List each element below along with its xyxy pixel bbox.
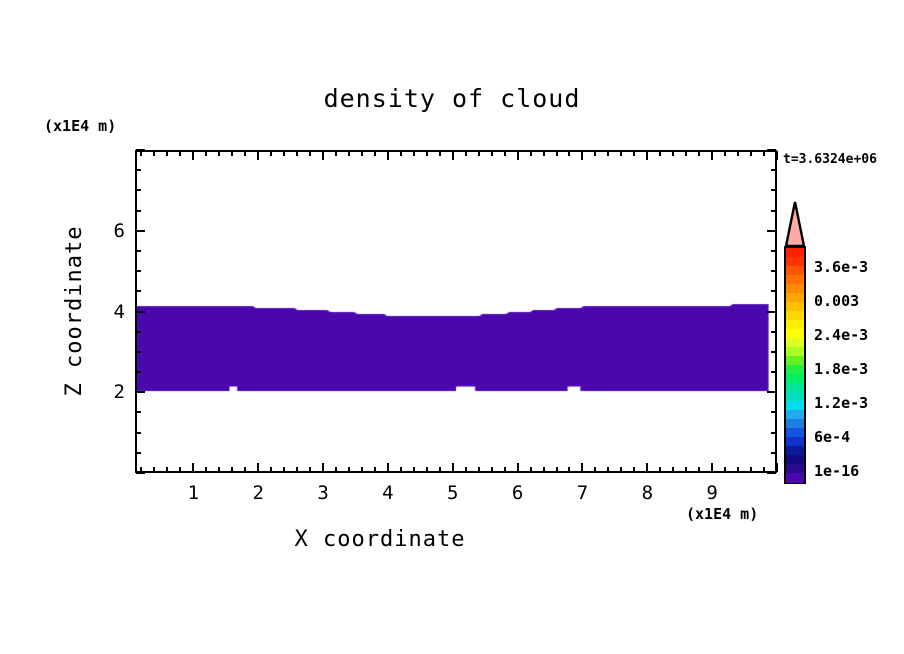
colorbar-band bbox=[786, 365, 804, 375]
colorbar-band bbox=[786, 311, 804, 321]
colorbar-band bbox=[786, 392, 804, 402]
colorbar-band bbox=[786, 383, 804, 393]
colorbar-band bbox=[786, 464, 804, 474]
time-stamp-annotation: t=3.6324e+06 bbox=[783, 152, 877, 167]
colorbar-band bbox=[786, 284, 804, 294]
colorbar-tick-label: 6e-4 bbox=[814, 428, 851, 447]
x-axis-units-label: (x1E4 m) bbox=[686, 505, 759, 523]
x-tick-label: 4 bbox=[382, 482, 394, 504]
colorbar[interactable] bbox=[784, 246, 806, 484]
colorbar-band bbox=[786, 275, 804, 285]
page-title: density of cloud bbox=[323, 84, 581, 113]
colorbar-band bbox=[786, 446, 804, 456]
colorbar-band bbox=[786, 401, 804, 411]
colorbar-band bbox=[786, 437, 804, 447]
colorbar-band bbox=[786, 356, 804, 366]
colorbar-band bbox=[786, 473, 804, 483]
x-tick-label: 3 bbox=[317, 482, 329, 504]
colorbar-band bbox=[786, 320, 804, 330]
colorbar-band bbox=[786, 248, 804, 258]
colorbar-tick-label: 1.2e-3 bbox=[814, 394, 869, 413]
colorbar-band bbox=[786, 419, 804, 429]
colorbar-band bbox=[786, 455, 804, 465]
colorbar-band bbox=[786, 257, 804, 267]
colorbar-tick-label: 2.4e-3 bbox=[814, 326, 869, 345]
y-tick-label: 2 bbox=[113, 381, 125, 404]
colorbar-tick-label: 3.6e-3 bbox=[814, 258, 869, 277]
colorbar-band bbox=[786, 374, 804, 384]
colorbar-tick-label: 1.8e-3 bbox=[814, 360, 869, 379]
colorbar-overflow-arrow-icon bbox=[784, 201, 806, 248]
x-tick-label: 7 bbox=[576, 482, 589, 504]
colorbar-band bbox=[786, 410, 804, 420]
colorbar-tick-label: 1e-16 bbox=[814, 462, 860, 481]
colorbar-band bbox=[786, 347, 804, 357]
y-tick-label: 4 bbox=[113, 300, 125, 323]
colorbar-tick-label: 0.003 bbox=[814, 292, 860, 311]
x-tick-label: 2 bbox=[252, 482, 264, 504]
colorbar-band bbox=[786, 302, 804, 312]
colorbar-band bbox=[786, 293, 804, 303]
x-tick-label: 1 bbox=[187, 482, 200, 504]
colorbar-band bbox=[786, 338, 804, 348]
y-axis-title: Z coordinate bbox=[62, 225, 87, 397]
colorbar-band bbox=[786, 266, 804, 276]
cloud-density-field bbox=[137, 152, 775, 471]
x-tick-label: 8 bbox=[641, 482, 654, 504]
plot-area bbox=[135, 150, 777, 473]
x-tick-label: 5 bbox=[447, 482, 459, 504]
y-axis-units-label: (x1E4 m) bbox=[44, 117, 117, 135]
y-tick-label: 6 bbox=[113, 219, 125, 242]
x-axis-title: X coordinate bbox=[294, 527, 466, 552]
x-tick-label: 9 bbox=[706, 482, 718, 504]
x-tick-label: 6 bbox=[511, 482, 524, 504]
colorbar-band bbox=[786, 428, 804, 438]
colorbar-band bbox=[786, 329, 804, 339]
